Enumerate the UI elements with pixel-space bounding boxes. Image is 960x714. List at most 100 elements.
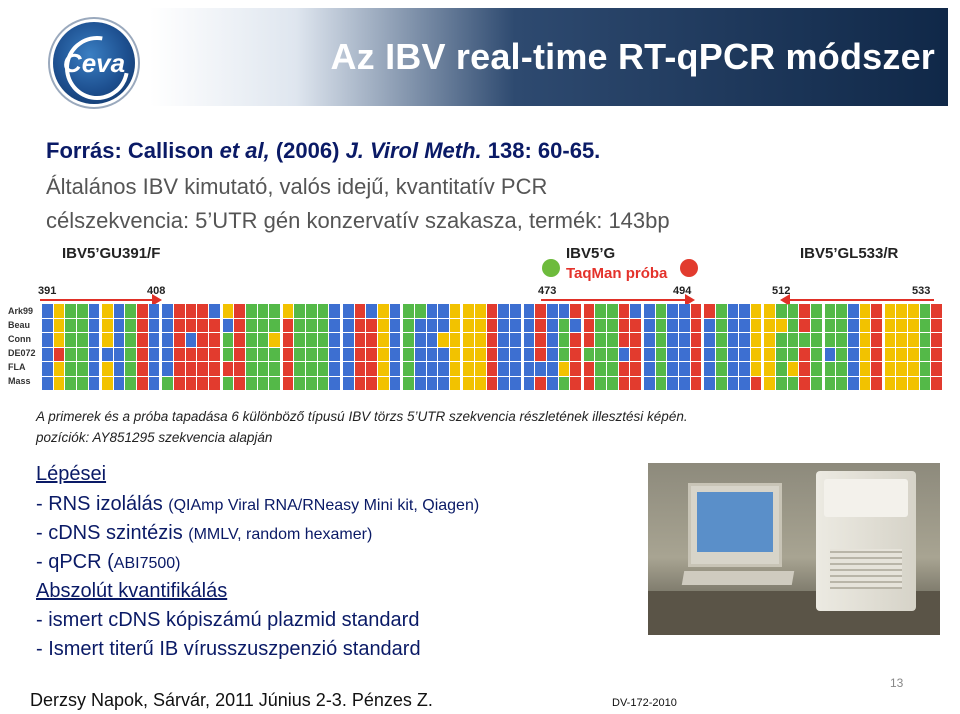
- nucleotide-cell: [750, 304, 762, 318]
- nucleotide-cell: [896, 347, 908, 361]
- nucleotide-cell: [294, 362, 306, 376]
- nucleotide-cell: [245, 347, 257, 361]
- nucleotide-cell: [919, 304, 931, 318]
- nucleotide-cell: [655, 304, 667, 318]
- nucleotide-cell: [414, 347, 426, 361]
- nucleotide-cell: [607, 347, 618, 361]
- step-main: - qPCR (: [36, 551, 114, 573]
- nucleotide-cell: [317, 376, 329, 390]
- step-rna-isolation: - RNS izolálás (QIAmp Viral RNA/RNeasy M…: [36, 493, 479, 516]
- nucleotide-cell: [282, 362, 294, 376]
- nucleotide-cell: [329, 318, 341, 332]
- nucleotide-cell: [618, 376, 630, 390]
- nucleotide-cell: [847, 318, 859, 332]
- nucleotide-cell: [655, 376, 667, 390]
- nucleotide-cell: [859, 304, 871, 318]
- probe-arrow-icon: [541, 294, 695, 306]
- nucleotide-cell: [185, 347, 197, 361]
- nucleotide-cell: [65, 333, 76, 347]
- nucleotide-cell: [294, 333, 306, 347]
- nucleotide-cell: [618, 304, 630, 318]
- reverse-primer-arrow-icon: [780, 294, 934, 306]
- nucleotide-cell: [908, 318, 919, 332]
- nucleotide-cell: [859, 318, 871, 332]
- pcr-machine-icon: [816, 471, 916, 611]
- nucleotide-cell: [931, 318, 943, 332]
- nucleotide-cell: [558, 362, 570, 376]
- nucleotide-cell: [438, 333, 449, 347]
- nucleotide-cell: [306, 376, 317, 390]
- nucleotide-cell: [607, 362, 618, 376]
- nucleotide-cell: [644, 376, 655, 390]
- nucleotide-cell: [366, 362, 377, 376]
- footer-event: Derzsy Napok, Sárvár, 2011 Június 2-3. P…: [30, 690, 433, 710]
- nucleotide-cell: [523, 318, 535, 332]
- nucleotide-cell: [125, 304, 137, 318]
- nucleotide-cell: [715, 333, 727, 347]
- nucleotide-cell: [269, 318, 280, 332]
- nucleotide-cell: [174, 362, 185, 376]
- nucleotide-cell: [366, 347, 377, 361]
- nucleotide-cell: [896, 318, 908, 332]
- alignment-block: [583, 304, 642, 390]
- nucleotide-cell: [475, 362, 486, 376]
- nucleotide-cell: [787, 304, 799, 318]
- nucleotide-cell: [884, 304, 896, 318]
- probe-fluorophore-icon: [542, 259, 560, 277]
- nucleotide-cell: [463, 304, 475, 318]
- nucleotide-cell: [53, 304, 65, 318]
- keyboard-icon: [681, 571, 795, 585]
- nucleotide-cell: [607, 318, 618, 332]
- nucleotide-cell: [257, 318, 269, 332]
- nucleotide-cell: [715, 362, 727, 376]
- nucleotide-cell: [776, 304, 787, 318]
- nucleotide-cell: [535, 318, 546, 332]
- nucleotide-cell: [185, 333, 197, 347]
- nucleotide-cell: [222, 347, 234, 361]
- nucleotide-cell: [137, 376, 148, 390]
- step-detail: (QIAmp Viral RNA/RNeasy Mini kit, Qiagen…: [168, 497, 480, 514]
- nucleotide-cell: [306, 333, 317, 347]
- alignment-block: [764, 304, 822, 390]
- nucleotide-cell: [197, 376, 208, 390]
- nucleotide-cell: [148, 304, 160, 318]
- nucleotide-cell: [377, 347, 389, 361]
- nucleotide-cell: [294, 318, 306, 332]
- nucleotide-cell: [630, 376, 642, 390]
- nucleotide-cell: [546, 376, 558, 390]
- nucleotide-cell: [764, 318, 776, 332]
- nucleotide-cell: [727, 333, 739, 347]
- nucleotide-cell: [498, 333, 509, 347]
- nucleotide-cell: [558, 318, 570, 332]
- nucleotide-cell: [257, 333, 269, 347]
- nucleotide-cell: [475, 376, 486, 390]
- nucleotide-cell: [245, 376, 257, 390]
- nucleotide-cell: [667, 347, 678, 361]
- nucleotide-cell: [426, 347, 438, 361]
- nucleotide-cell: [222, 333, 234, 347]
- strain-name: Mass: [8, 376, 31, 386]
- nucleotide-cell: [389, 318, 401, 332]
- nucleotide-cell: [931, 304, 943, 318]
- nucleotide-cell: [403, 304, 414, 318]
- nucleotide-cell: [389, 347, 401, 361]
- document-code: DV-172-2010: [612, 697, 677, 709]
- nucleotide-cell: [535, 304, 546, 318]
- nucleotide-cell: [475, 318, 486, 332]
- nucleotide-cell: [644, 304, 655, 318]
- nucleotide-cell: [824, 347, 836, 361]
- alignment-grid: [42, 304, 943, 390]
- nucleotide-cell: [644, 362, 655, 376]
- nucleotide-cell: [76, 318, 88, 332]
- nucleotide-cell: [523, 362, 535, 376]
- alignment-block: [644, 304, 702, 390]
- nucleotide-cell: [607, 304, 618, 318]
- nucleotide-cell: [871, 376, 882, 390]
- alignment-block: [222, 304, 280, 390]
- nucleotide-cell: [282, 318, 294, 332]
- nucleotide-cell: [65, 347, 76, 361]
- nucleotide-cell: [570, 347, 581, 361]
- nucleotide-cell: [595, 318, 607, 332]
- nucleotide-cell: [113, 318, 125, 332]
- nucleotide-cell: [42, 362, 53, 376]
